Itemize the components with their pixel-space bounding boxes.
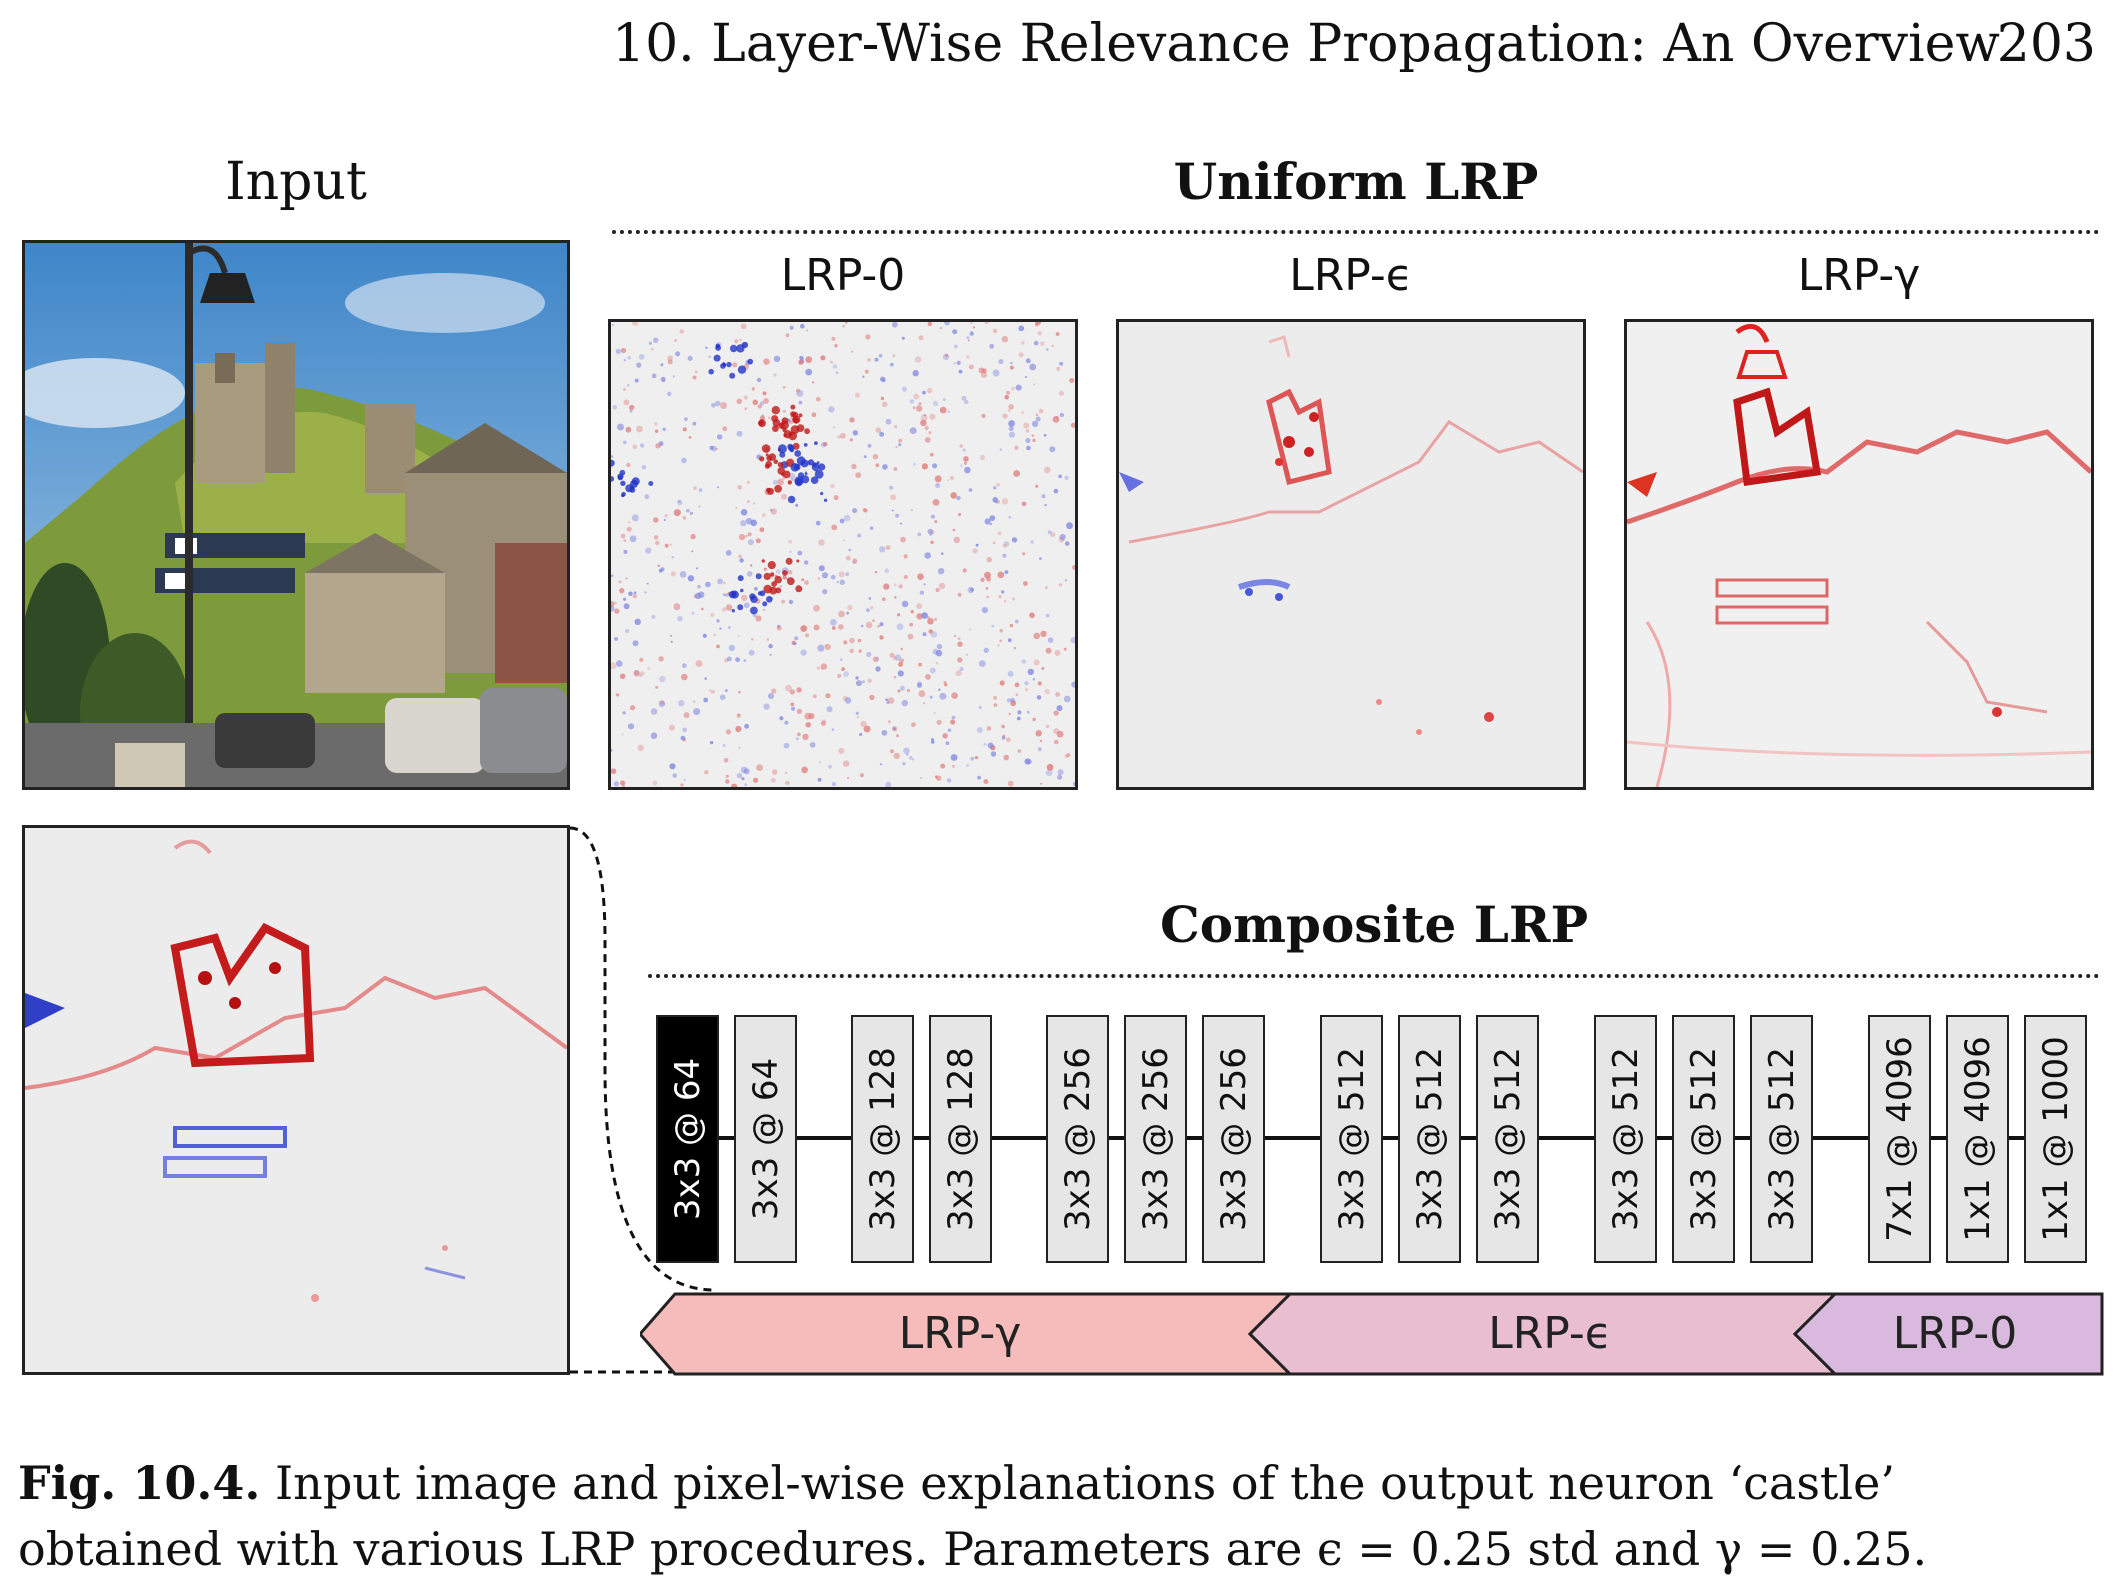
- uniform-divider: [612, 230, 2100, 234]
- layer-box: 7x1 @ 4096: [1868, 1015, 1931, 1263]
- layer-label: 3x3 @ 512: [1683, 1047, 1724, 1231]
- connector-dashed: [569, 826, 716, 1374]
- caption-text: Input image and pixel-wise explanations …: [18, 1456, 1928, 1576]
- layer-label: 3x3 @ 64: [667, 1057, 708, 1221]
- running-header-title: 10. Layer-Wise Relevance Propagation: An…: [612, 14, 2000, 74]
- heatmap-lrp0-image: [611, 322, 1075, 787]
- panel-label-lrp0: LRP-0: [780, 250, 906, 301]
- heatmap-composite-image: [25, 839, 567, 1302]
- rule-label-gamma: LRP-γ: [898, 1308, 1022, 1359]
- rule-arrow-segment: [1792, 1292, 2104, 1376]
- input-photo: [22, 240, 570, 790]
- heatmap-lrp-eps-image: [1119, 335, 1583, 735]
- layer-box: 3x3 @ 256: [1202, 1015, 1265, 1263]
- layer-label: 3x3 @ 512: [1331, 1047, 1372, 1231]
- layer-label: 3x3 @ 128: [940, 1047, 981, 1231]
- figure-label: Fig. 10.4.: [18, 1456, 261, 1510]
- layer-label: 7x1 @ 4096: [1879, 1036, 1920, 1242]
- layer-box: 1x1 @ 4096: [1946, 1015, 2009, 1263]
- layer-label: 1x1 @ 4096: [1957, 1036, 1998, 1242]
- layer-label: 3x3 @ 512: [1761, 1047, 1802, 1231]
- layer-box: 3x3 @ 512: [1672, 1015, 1735, 1263]
- composite-lrp-title: Composite LRP: [1159, 895, 1589, 954]
- layer-box: 3x3 @ 64: [734, 1015, 797, 1263]
- heatmap-lrp0: [608, 319, 1078, 790]
- layer-box: 1x1 @ 1000: [2024, 1015, 2087, 1263]
- layer-box: 3x3 @ 64: [656, 1015, 719, 1263]
- layer-box: 3x3 @ 128: [929, 1015, 992, 1263]
- page-number: 203: [1996, 14, 2096, 74]
- rule-label-lrp0: LRP-0: [1892, 1308, 2018, 1359]
- rule-label-eps: LRP-ϵ: [1488, 1308, 1612, 1359]
- heatmap-lrp-eps: [1116, 319, 1586, 790]
- heatmap-lrp-gamma-image: [1627, 323, 2091, 787]
- rule-arrows: [640, 1292, 2104, 1376]
- layer-box: 3x3 @ 512: [1398, 1015, 1461, 1263]
- layer-label: 3x3 @ 512: [1409, 1047, 1450, 1231]
- layer-box: 3x3 @ 256: [1124, 1015, 1187, 1263]
- layer-label: 3x3 @ 512: [1487, 1047, 1528, 1231]
- uniform-lrp-title: Uniform LRP: [1173, 152, 1539, 211]
- layer-box: 3x3 @ 512: [1320, 1015, 1383, 1263]
- layer-label: 3x3 @ 64: [745, 1057, 786, 1221]
- layer-box: 3x3 @ 512: [1750, 1015, 1813, 1263]
- layer-label: 3x3 @ 128: [862, 1047, 903, 1231]
- figure-caption: Fig. 10.4. Input image and pixel-wise ex…: [18, 1450, 2103, 1582]
- panel-label-lrp-eps: LRP-ϵ: [1289, 250, 1413, 301]
- layer-label: 3x3 @ 256: [1213, 1047, 1254, 1231]
- layer-label: 3x3 @ 512: [1605, 1047, 1646, 1231]
- layer-label: 3x3 @ 256: [1135, 1047, 1176, 1231]
- input-label: Input: [225, 152, 367, 212]
- composite-divider: [648, 974, 2100, 978]
- layer-box: 3x3 @ 512: [1594, 1015, 1657, 1263]
- layer-box: 3x3 @ 512: [1476, 1015, 1539, 1263]
- layer-box: 3x3 @ 256: [1046, 1015, 1109, 1263]
- layer-label: 1x1 @ 1000: [2035, 1036, 2076, 1242]
- layer-box: 3x3 @ 128: [851, 1015, 914, 1263]
- heatmap-composite: [22, 825, 570, 1375]
- castle-village-photo: [25, 243, 567, 787]
- layer-label: 3x3 @ 256: [1057, 1047, 1098, 1231]
- heatmap-lrp-gamma: [1624, 319, 2094, 790]
- panel-label-lrp-gamma: LRP-γ: [1797, 250, 1921, 301]
